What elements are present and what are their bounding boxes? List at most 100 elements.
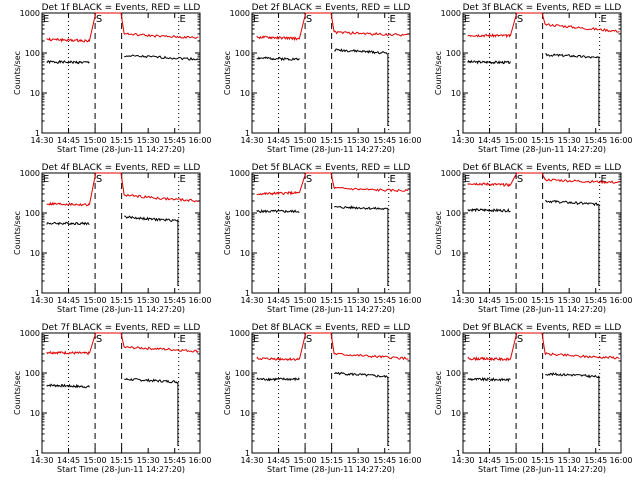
y-tick-label: 100: [446, 209, 461, 218]
lld-series-line: [333, 352, 409, 361]
detector-panel: Det 6f BLACK = Events, RED = LLD 1 10 100 10…: [434, 163, 633, 314]
marker-label: E: [180, 14, 186, 25]
y-tick-label: 1000: [20, 329, 40, 338]
plot-frame: [462, 332, 622, 454]
x-axis-label: Start Time (28-Jun-11 14:27:20): [267, 305, 395, 314]
marker-label: E: [253, 14, 259, 25]
x-axis-label: Start Time (28-Jun-11 14:27:20): [267, 145, 395, 154]
y-tick-label: 1: [245, 289, 250, 298]
plot-frame: [41, 332, 201, 454]
x-tick-label: 15:15: [531, 296, 554, 305]
x-tick-label: 14:45: [57, 136, 80, 145]
x-tick-label: 16:00: [188, 296, 211, 305]
panel-title: Det 4f BLACK = Events, RED = LLD: [42, 163, 201, 173]
panel-title: Det 2f BLACK = Events, RED = LLD: [252, 3, 411, 13]
lld-series-line: [544, 178, 620, 184]
marker-label: S: [517, 14, 523, 25]
detector-panel: Det 7f BLACK = Events, RED = LLD 1 10 100 10…: [13, 323, 212, 474]
lld-series-line: [88, 172, 125, 205]
y-tick-label: 10: [30, 409, 40, 418]
plot-frame: [41, 172, 201, 294]
x-tick-label: 15:15: [110, 136, 133, 145]
lld-series-line: [298, 172, 335, 193]
x-tick-label: 15:45: [373, 136, 396, 145]
y-tick-label: 100: [25, 369, 40, 378]
lld-series-line: [123, 346, 199, 354]
y-tick-label: 100: [25, 49, 40, 58]
plot-frame: [462, 172, 622, 294]
marker-label: S: [517, 334, 523, 345]
lld-series-line: [298, 12, 335, 39]
x-tick-label: 16:00: [398, 136, 421, 145]
y-tick-label: 10: [240, 89, 250, 98]
marker-label: S: [96, 334, 102, 345]
x-tick-label: 15:45: [373, 296, 396, 305]
lld-series-line: [256, 356, 300, 362]
x-tick-label: 15:30: [347, 456, 370, 465]
x-axis-label: Start Time (28-Jun-11 14:27:20): [478, 305, 606, 314]
marker-label: E: [464, 14, 470, 25]
panel-title: Det 9f BLACK = Events, RED = LLD: [463, 323, 622, 333]
lld-series-line: [123, 32, 199, 39]
panel-title: Det 3f BLACK = Events, RED = LLD: [463, 3, 622, 13]
x-tick-label: 15:00: [505, 296, 528, 305]
events-series-line: [46, 221, 90, 226]
y-tick-label: 10: [451, 89, 461, 98]
y-axis-label: Counts/sec: [434, 371, 443, 415]
marker-label: S: [96, 14, 102, 25]
y-axis-label: Counts/sec: [13, 211, 22, 255]
y-tick-label: 1: [35, 129, 40, 138]
lld-series-line: [509, 12, 546, 36]
y-tick-label: 1: [245, 129, 250, 138]
y-tick-label: 10: [451, 249, 461, 258]
marker-label: E: [253, 334, 259, 345]
detector-panel: Det 5f BLACK = Events, RED = LLD 1 10 100 10…: [223, 163, 422, 314]
y-axis-label: Counts/sec: [434, 211, 443, 255]
x-tick-label: 15:30: [137, 456, 160, 465]
x-tick-label: 16:00: [609, 296, 632, 305]
lld-series-line: [88, 12, 125, 42]
detector-panel: Det 8f BLACK = Events, RED = LLD 1 10 100 10…: [223, 323, 422, 474]
y-tick-label: 100: [235, 369, 250, 378]
events-series-line: [46, 59, 90, 65]
x-tick-label: 15:30: [137, 136, 160, 145]
marker-label: E: [601, 174, 607, 185]
x-tick-label: 15:45: [584, 136, 607, 145]
marker-label: S: [96, 174, 102, 185]
x-tick-label: 14:45: [57, 456, 80, 465]
x-tick-label: 16:00: [609, 136, 632, 145]
marker-label: S: [306, 334, 312, 345]
y-tick-label: 100: [25, 209, 40, 218]
marker-label: E: [464, 174, 470, 185]
plot-frame: [251, 332, 411, 454]
marker-label: E: [390, 14, 396, 25]
y-axis-label: Counts/sec: [13, 371, 22, 415]
y-tick-label: 10: [30, 249, 40, 258]
y-tick-label: 100: [446, 369, 461, 378]
x-tick-label: 14:45: [267, 456, 290, 465]
y-tick-label: 1: [456, 129, 461, 138]
lld-series-line: [544, 352, 620, 360]
x-tick-label: 15:30: [347, 296, 370, 305]
lld-series-line: [334, 30, 409, 37]
lld-series-line: [256, 35, 300, 42]
panel-title: Det 7f BLACK = Events, RED = LLD: [42, 323, 201, 333]
events-series-line: [46, 383, 90, 389]
x-axis-label: Start Time (28-Jun-11 14:27:20): [478, 465, 606, 474]
marker-label: S: [517, 174, 523, 185]
y-tick-label: 1: [245, 449, 250, 458]
events-series-line: [124, 215, 179, 286]
events-series-line: [124, 54, 199, 61]
y-tick-label: 1: [35, 289, 40, 298]
x-tick-label: 15:00: [505, 136, 528, 145]
y-tick-label: 1000: [441, 169, 461, 178]
x-tick-label: 15:00: [84, 456, 107, 465]
events-series-line: [467, 376, 511, 383]
x-tick-label: 15:15: [531, 456, 554, 465]
x-tick-label: 14:30: [451, 136, 474, 145]
x-tick-label: 14:45: [478, 136, 501, 145]
x-tick-label: 15:15: [531, 136, 554, 145]
x-tick-label: 15:15: [320, 456, 343, 465]
events-series-line: [256, 377, 300, 382]
